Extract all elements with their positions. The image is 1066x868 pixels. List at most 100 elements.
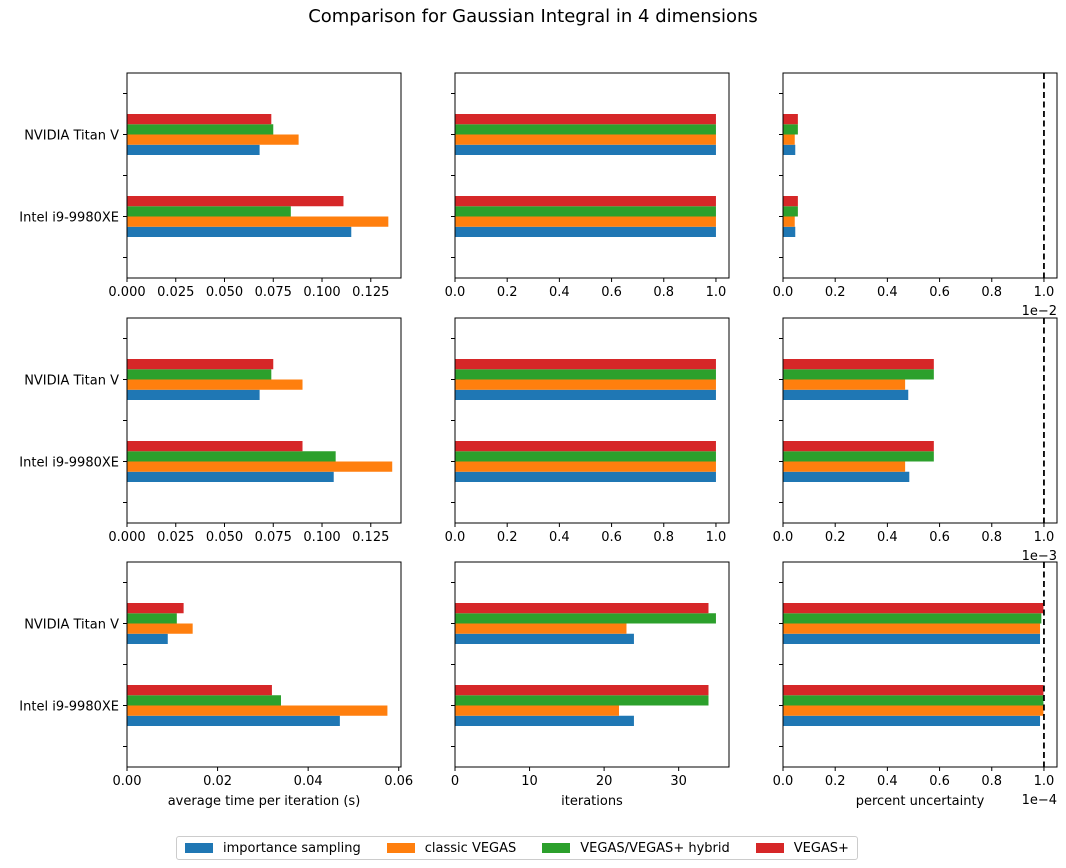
- bar-vegas-intel-i9-9980xe: [783, 685, 1044, 696]
- bar-classic-vegas-intel-i9-9980xe: [783, 461, 906, 472]
- legend-swatch: [755, 843, 784, 853]
- bar-classic-vegas-intel-i9-9980xe: [455, 705, 620, 716]
- legend-label: classic VEGAS: [424, 840, 517, 856]
- bar-classic-vegas-intel-i9-9980xe: [127, 216, 389, 227]
- y-tick-label: Intel i9-9980XE: [19, 700, 119, 715]
- bar-classic-vegas-nvidia-titan-v: [783, 379, 906, 390]
- legend-label: importance sampling: [223, 840, 361, 856]
- bar-importance-sampling-intel-i9-9980xe: [783, 715, 1041, 726]
- x-axis-label: iterations: [561, 794, 623, 809]
- x-tick-label: 1.0: [1034, 285, 1055, 300]
- bar-classic-vegas-intel-i9-9980xe: [455, 461, 716, 472]
- bar-vegas-vegas-hybrid-nvidia-titan-v: [127, 369, 272, 380]
- bar-vegas-intel-i9-9980xe: [127, 441, 303, 452]
- bar-importance-sampling-intel-i9-9980xe: [455, 715, 634, 726]
- bar-classic-vegas-nvidia-titan-v: [783, 623, 1041, 634]
- bar-importance-sampling-nvidia-titan-v: [455, 144, 716, 155]
- plot-frame: [782, 72, 1058, 279]
- bar-vegas-nvidia-titan-v: [455, 603, 709, 614]
- x-tick-label: 0.4: [877, 285, 898, 300]
- x-tick-label: 1.0: [706, 285, 727, 300]
- x-tick-label: 0: [451, 774, 459, 789]
- chart-title: Comparison for Gaussian Integral in 4 di…: [308, 6, 758, 27]
- bar-vegas-nvidia-titan-v: [783, 603, 1044, 614]
- legend-swatch: [386, 843, 415, 853]
- x-tick-label: 0.0: [773, 530, 794, 545]
- bar-classic-vegas-intel-i9-9980xe: [127, 705, 388, 716]
- x-tick-label: 0.2: [825, 530, 846, 545]
- x-tick-label: 0.0: [445, 285, 466, 300]
- x-tick-label: 0.025: [157, 285, 194, 300]
- x-tick-label: 0.100: [303, 285, 340, 300]
- bar-classic-vegas-intel-i9-9980xe: [127, 461, 393, 472]
- y-tick-label: NVIDIA Titan V: [24, 618, 119, 633]
- bar-vegas-vegas-hybrid-nvidia-titan-v: [127, 124, 274, 135]
- x-tick-label: 0.050: [206, 530, 243, 545]
- bar-vegas-vegas-hybrid-intel-i9-9980xe: [455, 695, 709, 706]
- x-offset-label: 1e−3: [1022, 549, 1057, 564]
- x-tick-label: 0.100: [303, 530, 340, 545]
- bar-classic-vegas-nvidia-titan-v: [127, 134, 299, 145]
- bar-vegas-intel-i9-9980xe: [455, 196, 716, 207]
- x-tick-label: 0.04: [294, 774, 323, 789]
- plot-frame: [454, 317, 730, 524]
- legend-item-hybrid: VEGAS/VEGAS+ hybrid: [542, 841, 730, 856]
- x-tick-label: 0.000: [108, 285, 145, 300]
- x-tick-label: 0.025: [157, 530, 194, 545]
- y-tick-label: Intel i9-9980XE: [19, 456, 119, 471]
- x-axis-label: average time per iteration (s): [168, 794, 361, 809]
- x-tick-label: 0.2: [825, 774, 846, 789]
- plot-frame: [126, 317, 402, 524]
- bar-classic-vegas-nvidia-titan-v: [783, 134, 795, 145]
- bar-vegas-intel-i9-9980xe: [783, 441, 934, 452]
- bar-vegas-vegas-hybrid-intel-i9-9980xe: [127, 206, 291, 217]
- bar-importance-sampling-nvidia-titan-v: [783, 144, 796, 155]
- bar-vegas-intel-i9-9980xe: [127, 685, 272, 696]
- bar-vegas-vegas-hybrid-nvidia-titan-v: [783, 369, 934, 380]
- bar-importance-sampling-nvidia-titan-v: [127, 633, 168, 644]
- x-axis-label: percent uncertainty: [856, 794, 985, 809]
- bar-importance-sampling-nvidia-titan-v: [127, 144, 260, 155]
- bar-importance-sampling-intel-i9-9980xe: [783, 226, 796, 237]
- bar-classic-vegas-nvidia-titan-v: [455, 379, 716, 390]
- x-tick-label: 0.8: [653, 530, 674, 545]
- bar-importance-sampling-intel-i9-9980xe: [127, 226, 352, 237]
- x-tick-label: 0.6: [929, 774, 950, 789]
- x-tick-label: 0.075: [255, 530, 292, 545]
- bar-vegas-intel-i9-9980xe: [127, 196, 344, 207]
- legend-item-importance-sampling: importance sampling: [185, 841, 361, 856]
- x-tick-label: 0.06: [384, 774, 413, 789]
- x-tick-label: 0.6: [929, 530, 950, 545]
- plot-frame: [454, 561, 730, 768]
- legend-item-vegas-plus: VEGAS+: [755, 841, 849, 856]
- x-offset-label: 1e−4: [1022, 793, 1057, 808]
- x-tick-label: 0.6: [601, 530, 622, 545]
- plot-frame: [782, 561, 1058, 768]
- x-tick-label: 1.0: [1034, 774, 1055, 789]
- bar-classic-vegas-intel-i9-9980xe: [783, 705, 1044, 716]
- x-tick-label: 0.0: [773, 285, 794, 300]
- bar-vegas-vegas-hybrid-nvidia-titan-v: [127, 613, 177, 624]
- y-tick-label: Intel i9-9980XE: [19, 211, 119, 226]
- x-tick-label: 0.4: [549, 530, 570, 545]
- bar-importance-sampling-intel-i9-9980xe: [783, 471, 910, 482]
- x-tick-label: 0.000: [108, 530, 145, 545]
- bar-vegas-vegas-hybrid-intel-i9-9980xe: [455, 206, 716, 217]
- bar-vegas-vegas-hybrid-nvidia-titan-v: [455, 369, 716, 380]
- bar-vegas-nvidia-titan-v: [127, 603, 184, 614]
- legend-item-classic-vegas: classic VEGAS: [386, 840, 517, 856]
- bar-vegas-nvidia-titan-v: [455, 359, 716, 370]
- x-tick-label: 0.6: [601, 285, 622, 300]
- x-tick-label: 0.2: [497, 530, 518, 545]
- bar-classic-vegas-nvidia-titan-v: [127, 379, 303, 390]
- bar-importance-sampling-nvidia-titan-v: [455, 389, 716, 400]
- x-tick-label: 0.8: [981, 774, 1002, 789]
- bar-vegas-nvidia-titan-v: [783, 359, 934, 370]
- bar-vegas-nvidia-titan-v: [127, 359, 274, 370]
- bar-vegas-vegas-hybrid-intel-i9-9980xe: [783, 451, 934, 462]
- bar-classic-vegas-intel-i9-9980xe: [783, 216, 795, 227]
- bar-vegas-vegas-hybrid-nvidia-titan-v: [455, 613, 716, 624]
- bar-importance-sampling-nvidia-titan-v: [455, 633, 634, 644]
